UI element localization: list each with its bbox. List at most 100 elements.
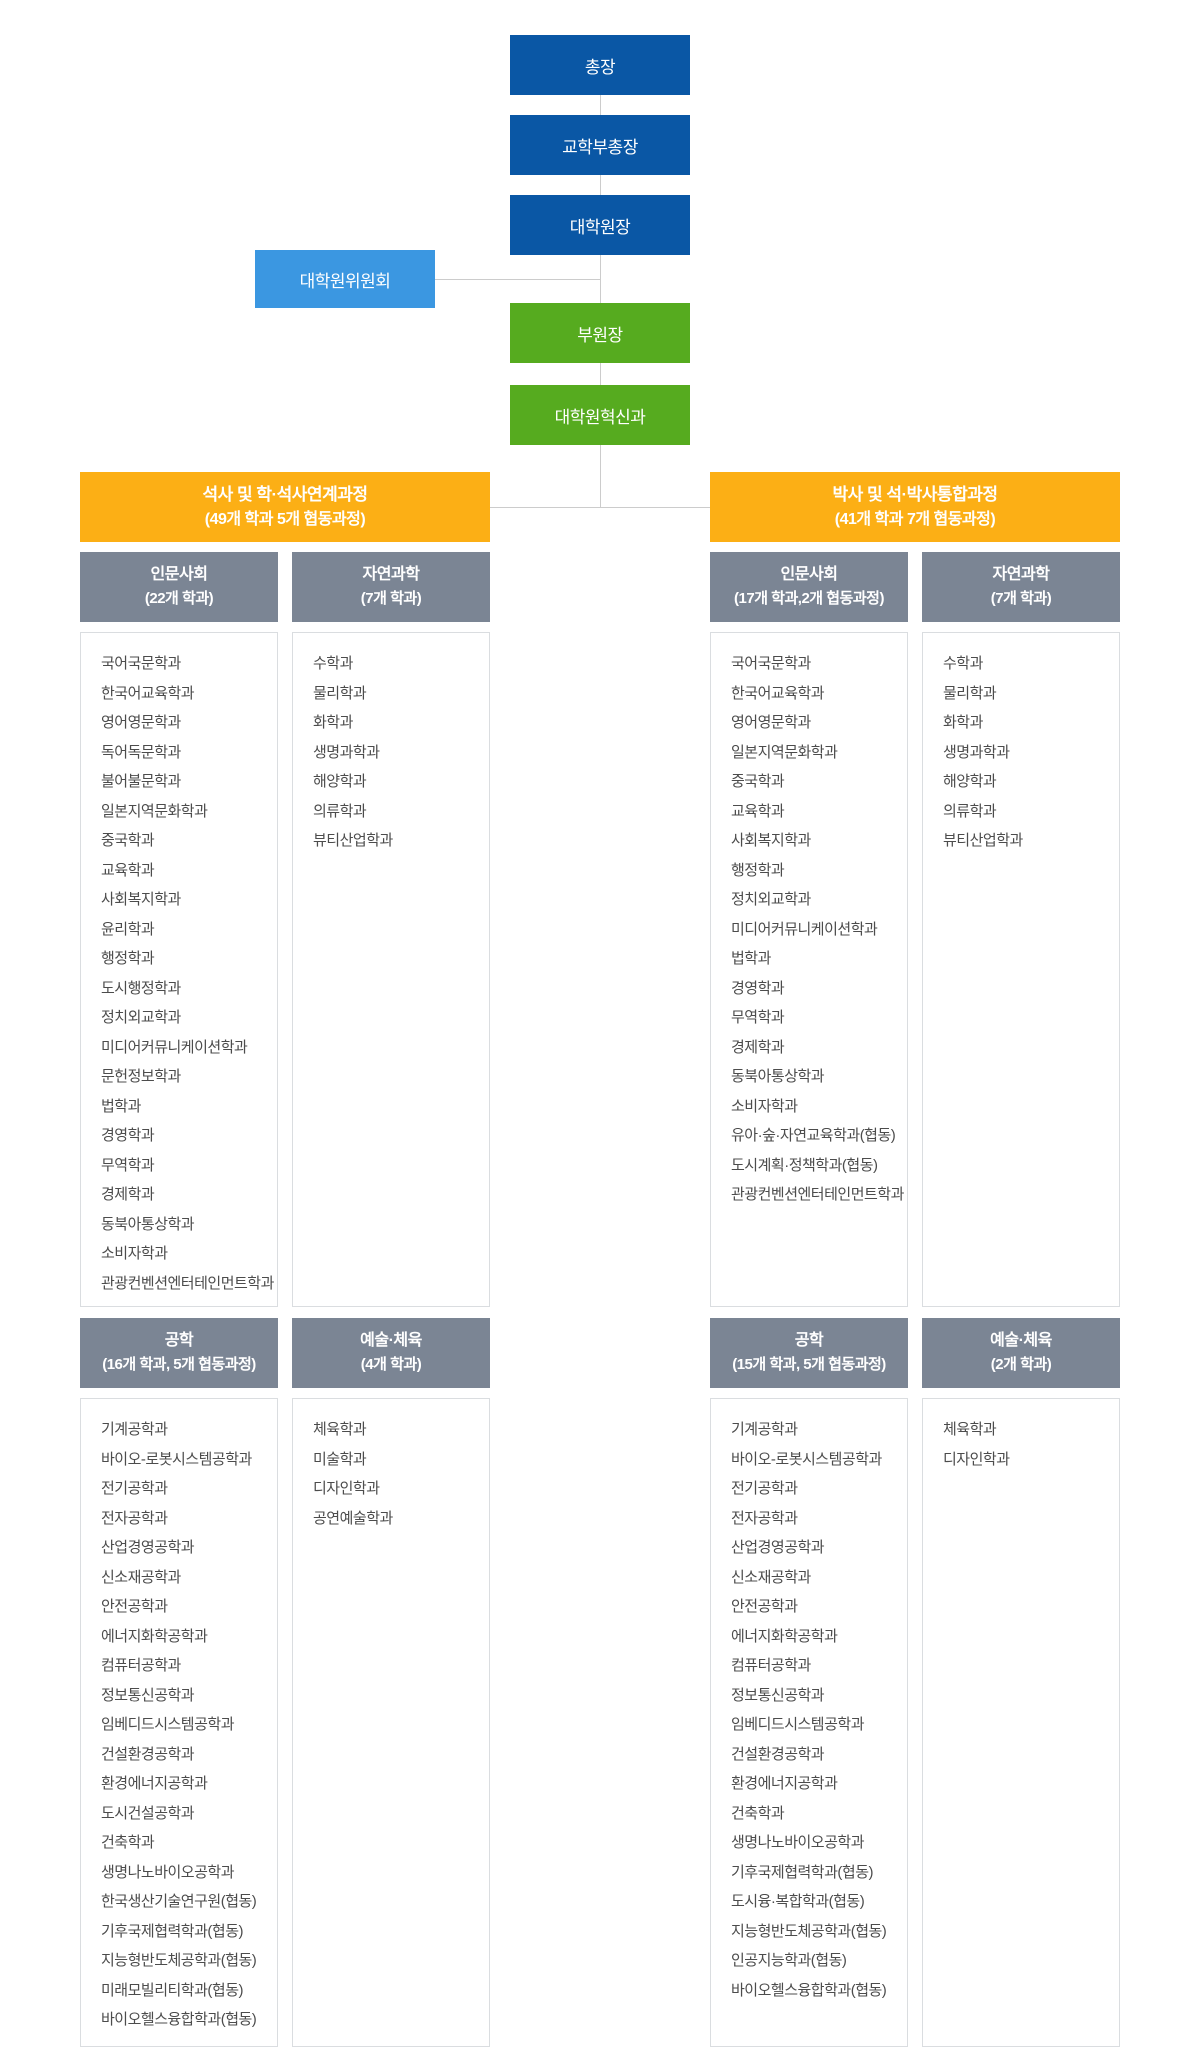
department-item: 디자인학과 bbox=[943, 1450, 1010, 1468]
group-header-masters-engineering: 공학 (16개 학과, 5개 협동과정) bbox=[80, 1318, 278, 1388]
department-item: 정치외교학과 bbox=[731, 891, 811, 908]
group-count: (22개 학과) bbox=[144, 590, 214, 607]
group-name: 공학 bbox=[794, 1332, 824, 1349]
department-item: 윤리학과 bbox=[101, 920, 155, 938]
department-item: 일본지역문화학과 bbox=[101, 802, 208, 820]
department-list-masters-arts-sports: 체육학과 미술학과 디자인학과 공연예술학과 bbox=[292, 1398, 490, 2047]
department-item: 컴퓨터공학과 bbox=[731, 1657, 811, 1674]
connector-dean-vicedean bbox=[600, 255, 601, 303]
department-item: 정보통신공학과 bbox=[101, 1686, 195, 1704]
department-item: 도시건설공학과 bbox=[101, 1804, 195, 1822]
department-item: 소비자학과 bbox=[101, 1245, 168, 1262]
department-item: 사회복지학과 bbox=[731, 832, 811, 849]
department-item: 미래모빌리티학과(협동) bbox=[101, 1981, 244, 1999]
connector-innovation-sections bbox=[600, 445, 601, 507]
department-item: 중국학과 bbox=[101, 832, 155, 849]
department-item: 체육학과 bbox=[943, 1421, 997, 1438]
department-item: 미디어커뮤니케이션학과 bbox=[731, 920, 878, 938]
department-item: 건설환경공학과 bbox=[731, 1745, 825, 1763]
department-item: 정보통신공학과 bbox=[731, 1686, 825, 1704]
department-item: 유아·숲·자연교육학과(협동) bbox=[731, 1127, 896, 1144]
group-count: (15개 학과, 5개 협동과정) bbox=[732, 1356, 886, 1373]
department-item: 생명과학과 bbox=[313, 743, 380, 761]
department-item: 문헌정보학과 bbox=[101, 1068, 181, 1085]
department-item: 경제학과 bbox=[731, 1038, 785, 1056]
department-item: 한국어교육학과 bbox=[101, 684, 195, 702]
department-item: 안전공학과 bbox=[731, 1598, 798, 1615]
department-item: 생명나노바이오공학과 bbox=[731, 1834, 865, 1851]
group-count: (7개 학과) bbox=[360, 590, 422, 607]
group-name: 예술·체육 bbox=[990, 1332, 1052, 1349]
node-vice-dean: 부원장 bbox=[510, 303, 690, 363]
department-item: 지능형반도체공학과(협동) bbox=[101, 1952, 257, 1969]
department-item: 미술학과 bbox=[313, 1450, 367, 1468]
department-item: 물리학과 bbox=[313, 684, 367, 702]
department-item: 국어국문학과 bbox=[731, 655, 811, 672]
department-item: 물리학과 bbox=[943, 684, 997, 702]
department-item: 전기공학과 bbox=[731, 1480, 798, 1497]
department-item: 중국학과 bbox=[731, 773, 785, 790]
department-item: 사회복지학과 bbox=[101, 891, 181, 908]
department-item: 한국어교육학과 bbox=[731, 684, 825, 702]
connector-president-vp bbox=[600, 95, 601, 115]
department-item: 관광컨벤션엔터테인먼트학과 bbox=[101, 1274, 274, 1292]
department-list-masters-natural-science: 수학과 물리학과 화학과 생명과학과 해양학과 의류학과 뷰티산업학과 bbox=[292, 632, 490, 1307]
group-name: 인문사회 bbox=[780, 566, 838, 583]
department-item: 영어영문학과 bbox=[101, 714, 181, 731]
department-item: 임베디드시스템공학과 bbox=[731, 1716, 865, 1733]
department-item: 영어영문학과 bbox=[731, 714, 811, 731]
group-header-doctoral-natural-science: 자연과학 (7개 학과) bbox=[922, 552, 1120, 622]
group-name: 자연과학 bbox=[362, 566, 420, 583]
department-item: 인공지능학과(협동) bbox=[731, 1952, 847, 1969]
department-item: 바이오헬스융합학과(협동) bbox=[101, 2011, 257, 2028]
department-item: 산업경영공학과 bbox=[101, 1539, 195, 1556]
department-item: 경제학과 bbox=[101, 1186, 155, 1203]
department-item: 환경에너지공학과 bbox=[731, 1775, 838, 1792]
group-header-masters-natural-science: 자연과학 (7개 학과) bbox=[292, 552, 490, 622]
group-header-masters-arts-sports: 예술·체육 (4개 학과) bbox=[292, 1318, 490, 1388]
department-item: 산업경영공학과 bbox=[731, 1539, 825, 1556]
section-header-doctoral: 박사 및 석·박사통합과정 (41개 학과 7개 협동과정) bbox=[710, 472, 1120, 542]
department-item: 기계공학과 bbox=[101, 1421, 168, 1438]
department-item: 행정학과 bbox=[731, 861, 785, 879]
department-item: 경영학과 bbox=[101, 1127, 155, 1144]
group-header-doctoral-engineering: 공학 (15개 학과, 5개 협동과정) bbox=[710, 1318, 908, 1388]
department-list-masters-humanities: 국어국문학과 한국어교육학과 영어영문학과 독어독문학과 불어불문학과 일본지역문화학과 중… bbox=[80, 632, 278, 1307]
department-item: 무역학과 bbox=[101, 1156, 155, 1174]
department-item: 경영학과 bbox=[731, 979, 785, 997]
department-item: 화학과 bbox=[313, 714, 353, 731]
department-item: 의류학과 bbox=[313, 802, 367, 820]
node-graduate-school-dean: 대학원장 bbox=[510, 195, 690, 255]
section-masters-title: 석사 및 학·석사연계과정 bbox=[202, 485, 368, 504]
department-item: 도시계획·정책학과(협동) bbox=[731, 1156, 878, 1174]
section-doctoral-title: 박사 및 석·박사통합과정 bbox=[832, 485, 998, 504]
department-item: 정치외교학과 bbox=[101, 1009, 181, 1026]
department-item: 안전공학과 bbox=[101, 1598, 168, 1615]
department-list-doctoral-natural-science: 수학과 물리학과 화학과 생명과학과 해양학과 의류학과 뷰티산업학과 bbox=[922, 632, 1120, 1307]
department-item: 에너지화학공학과 bbox=[731, 1627, 838, 1645]
department-item: 행정학과 bbox=[101, 950, 155, 967]
group-header-doctoral-arts-sports: 예술·체육 (2개 학과) bbox=[922, 1318, 1120, 1388]
group-name: 인문사회 bbox=[150, 566, 208, 583]
department-item: 기계공학과 bbox=[731, 1421, 798, 1438]
department-item: 건축학과 bbox=[731, 1804, 785, 1822]
department-item: 도시융·복합학과(협동) bbox=[731, 1893, 865, 1910]
section-masters-subtitle: (49개 학과 5개 협동과정) bbox=[204, 511, 366, 528]
department-item: 뷰티산업학과 bbox=[943, 832, 1023, 849]
group-name: 자연과학 bbox=[992, 566, 1050, 583]
department-item: 소비자학과 bbox=[731, 1097, 798, 1115]
department-item: 신소재공학과 bbox=[731, 1568, 811, 1586]
connector-vicedean-innovation bbox=[600, 363, 601, 385]
node-academic-vice-president-label: 교학부총장 bbox=[562, 137, 638, 157]
group-name: 공학 bbox=[164, 1332, 194, 1349]
group-count: (17개 학과,2개 협동과정) bbox=[734, 590, 884, 607]
group-name: 예술·체육 bbox=[360, 1332, 422, 1349]
department-item: 컴퓨터공학과 bbox=[101, 1657, 181, 1674]
department-item: 의류학과 bbox=[943, 802, 997, 820]
department-item: 관광컨벤션엔터테인먼트학과 bbox=[731, 1186, 904, 1203]
department-list-doctoral-engineering: 기계공학과 바이오-로봇시스템공학과 전기공학과 전자공학과 산업경영공학과 신소재공학과… bbox=[710, 1398, 908, 2047]
department-item: 미디어커뮤니케이션학과 bbox=[101, 1038, 248, 1056]
department-item: 바이오-로봇시스템공학과 bbox=[101, 1450, 252, 1468]
department-item: 체육학과 bbox=[313, 1421, 367, 1438]
